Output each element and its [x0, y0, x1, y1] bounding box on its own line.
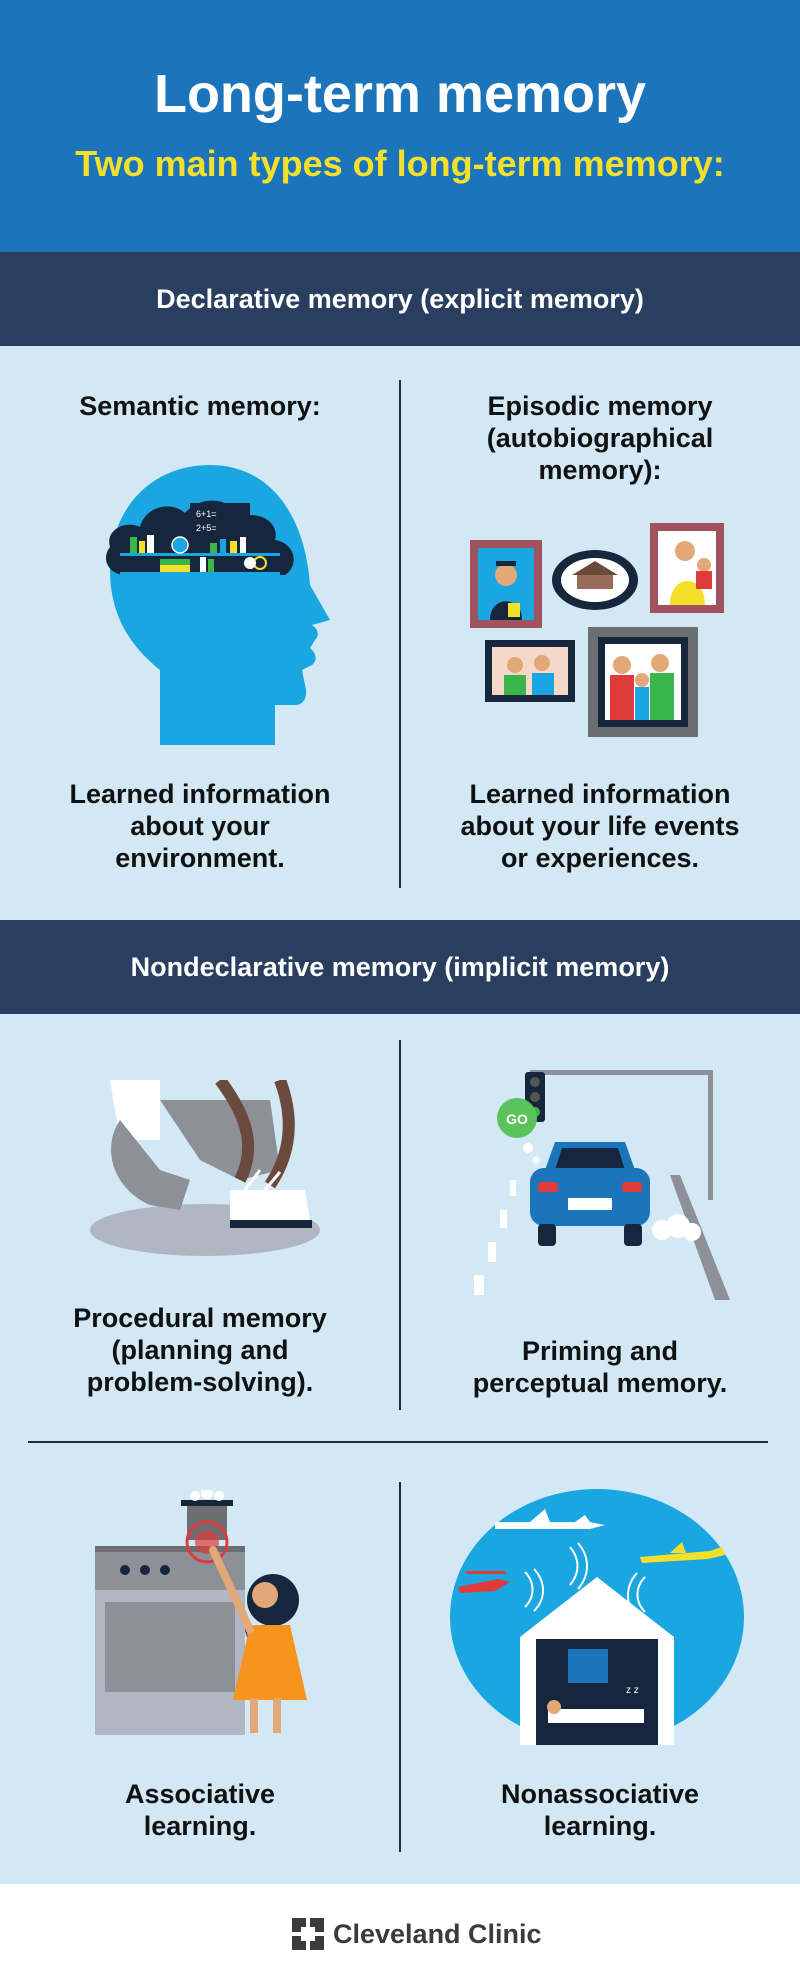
priming-caption: Priming and perceptual memory.: [420, 1335, 780, 1399]
header-banner: [0, 0, 800, 252]
footer-brand: Cleveland Clinic: [333, 1919, 542, 1949]
row-divider: [28, 1441, 768, 1443]
footer: [0, 1884, 800, 1984]
stove-child-illustration: [95, 1490, 307, 1735]
declarative-heading: Declarative memory (explicit memory): [0, 252, 800, 346]
svg-text:z z: z z: [626, 1685, 639, 1696]
nondeclarative-heading: Nondeclarative memory (implicit memory): [0, 920, 800, 1014]
car-traffic-light-illustration: GO: [474, 1070, 730, 1300]
nonassociative-line-2: learning.: [543, 1811, 657, 1841]
semantic-desc-line-1: Learned information: [69, 779, 331, 809]
procedural-line-3: problem-solving).: [86, 1367, 314, 1397]
chalkboard-line-1: 6+1=: [196, 509, 217, 519]
page-title: Long-term memory: [153, 64, 647, 124]
head-cloud-illustration: 6+1= 2+5=: [105, 465, 330, 745]
associative-line-2: learning.: [143, 1811, 257, 1841]
procedural-caption: Procedural memory (planning and problem-…: [20, 1302, 380, 1398]
semantic-title: Semantic memory:: [79, 391, 321, 421]
cleveland-clinic-logo-icon: [292, 1918, 324, 1950]
page-subtitle: Two main types of long-term memory:: [75, 143, 725, 184]
nonassociative-caption: Nonassociative learning.: [420, 1778, 780, 1842]
episodic-title-line-2: (autobiographical: [486, 423, 714, 453]
column-divider: [399, 380, 401, 888]
associative-caption: Associative learning.: [20, 1778, 380, 1842]
go-bubble-text: GO: [506, 1111, 528, 1127]
episodic-title-line-1: Episodic memory: [487, 391, 713, 421]
nonassociative-line-1: Nonassociative: [500, 1779, 700, 1809]
episodic-desc-line-2: about your life events: [460, 811, 740, 841]
episodic-desc-line-3: or experiences.: [500, 843, 700, 873]
associative-line-1: Associative: [124, 1779, 276, 1809]
procedural-line-1: Procedural memory: [73, 1303, 327, 1333]
episodic-title: Episodic memory (autobiographical memory…: [420, 390, 780, 486]
episodic-description: Learned information about your life even…: [420, 778, 780, 874]
photo-frames-illustration: [470, 523, 724, 737]
priming-line-1: Priming and: [521, 1336, 678, 1366]
procedural-line-2: (planning and: [111, 1335, 289, 1365]
semantic-desc-line-3: environment.: [115, 843, 285, 873]
house-airplanes-illustration: z z: [450, 1489, 744, 1745]
chalkboard-line-2: 2+5=: [196, 523, 217, 533]
episodic-title-line-3: memory):: [538, 455, 662, 485]
priming-line-2: perceptual memory.: [472, 1368, 728, 1398]
column-divider-upper: [399, 1040, 401, 1410]
semantic-description: Learned information about your environme…: [20, 778, 380, 874]
column-divider-lower: [399, 1482, 401, 1852]
shoe-tying-illustration: [90, 1080, 320, 1256]
semantic-desc-line-2: about your: [130, 811, 270, 841]
episodic-desc-line-1: Learned information: [469, 779, 731, 809]
